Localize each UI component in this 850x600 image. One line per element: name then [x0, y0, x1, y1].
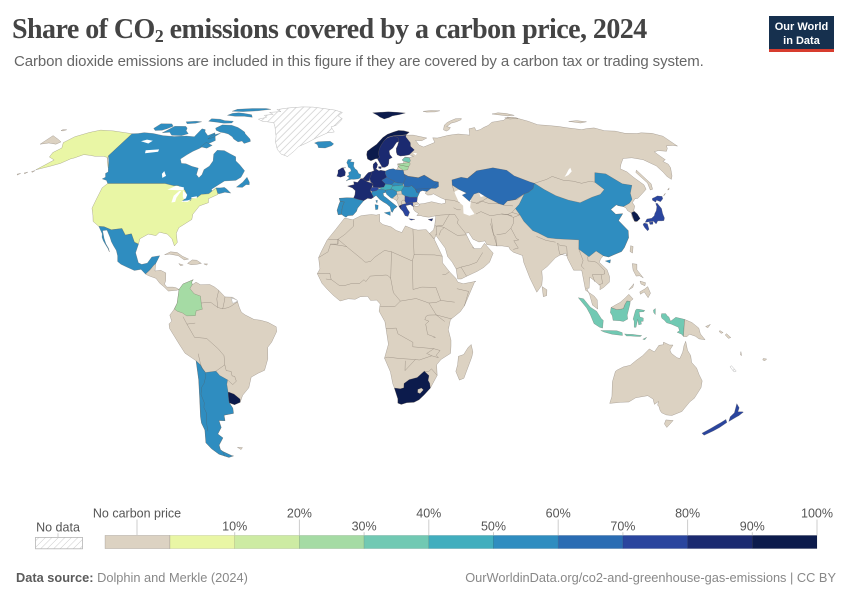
svg-text:40%: 40% [416, 507, 441, 521]
svg-text:70%: 70% [610, 520, 635, 534]
svg-text:10%: 10% [222, 520, 247, 534]
svg-text:100%: 100% [801, 507, 833, 521]
svg-text:No carbon price: No carbon price [93, 507, 181, 521]
svg-text:30%: 30% [352, 520, 377, 534]
svg-text:20%: 20% [287, 507, 312, 521]
svg-text:50%: 50% [481, 520, 506, 534]
svg-text:80%: 80% [675, 507, 700, 521]
svg-text:60%: 60% [546, 507, 571, 521]
svg-text:No data: No data [36, 521, 80, 535]
svg-text:90%: 90% [740, 520, 765, 534]
